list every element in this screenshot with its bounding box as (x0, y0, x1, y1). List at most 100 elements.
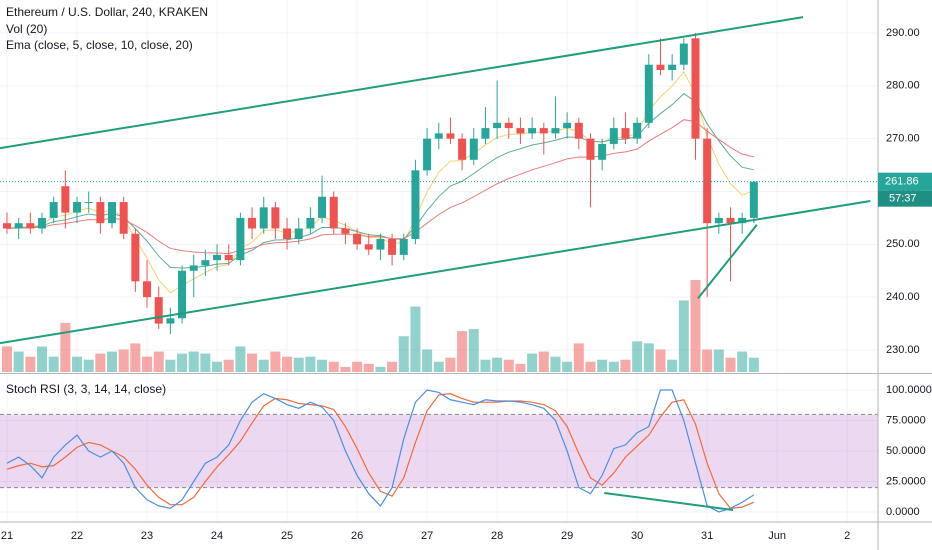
volume-bar (340, 366, 351, 372)
volume-bar (363, 363, 374, 372)
volume-bar (550, 356, 561, 372)
candle-body (96, 202, 105, 224)
volume-bar (247, 353, 258, 372)
chart-title: Ethereum / U.S. Dollar, 240, KRAKEN (6, 5, 208, 19)
candle-body (376, 239, 385, 250)
candle-body (201, 260, 210, 266)
x-tick-label: 29 (561, 530, 573, 542)
volume-bar (655, 349, 666, 372)
x-tick-label: 24 (211, 530, 223, 542)
volume-bar (48, 356, 59, 372)
volume-bar (515, 363, 526, 372)
volume-bar (142, 356, 153, 372)
candle-body (609, 128, 618, 144)
candle-body (119, 202, 128, 234)
stoch-k-line (6, 389, 755, 513)
volume-bar (223, 359, 234, 372)
volume-bar (107, 351, 118, 372)
volume-bar (352, 361, 363, 372)
volume-bar (177, 353, 188, 372)
candle-body (504, 122, 513, 129)
stoch-title: Stoch RSI (3, 3, 14, 14, close) (6, 382, 166, 396)
volume-bar (212, 361, 223, 372)
candle-body (318, 196, 327, 218)
volume-bar (188, 351, 199, 372)
volume-bar (83, 359, 94, 372)
volume-bar (538, 351, 549, 372)
volume-bar (468, 329, 479, 372)
stoch-tick-label: 0.0000 (886, 506, 920, 518)
candle-body (353, 233, 362, 245)
candle-body (493, 122, 502, 129)
volume-bar (398, 336, 409, 372)
candle-body (329, 196, 338, 229)
candle-body (668, 64, 677, 70)
candle-body (294, 228, 303, 240)
candle-body (516, 128, 525, 134)
volume-bar (690, 280, 701, 372)
y-tick-label: 240.00 (886, 291, 920, 303)
candle-body (131, 233, 140, 282)
x-tick-label: 26 (351, 530, 363, 542)
volume-bar (725, 357, 736, 372)
x-tick-label: 27 (421, 530, 433, 542)
candle-body (621, 128, 630, 139)
volume-bar (573, 343, 584, 372)
stoch-band (0, 414, 878, 488)
trendline (0, 200, 871, 345)
candle-body (189, 265, 198, 271)
volume-bar (270, 351, 281, 372)
volume-bar (713, 349, 724, 372)
candle-body (563, 122, 572, 129)
volume-bar (702, 349, 713, 372)
x-tick-label: 22 (71, 530, 83, 542)
candle-body (271, 207, 280, 229)
candle-body (341, 228, 350, 234)
y-tick-label: 290.00 (886, 27, 920, 39)
volume-bar (282, 356, 293, 372)
countdown-box (878, 190, 932, 207)
volume-bar (737, 351, 748, 372)
volume-bar (667, 359, 678, 372)
stoch-d-line (6, 393, 755, 509)
volume-bar (60, 322, 71, 372)
candle-body (644, 64, 653, 123)
candle-body (726, 217, 735, 224)
last-price-box (878, 172, 932, 191)
volume-bar (422, 349, 433, 372)
volume-bar (2, 346, 13, 372)
volume-bar (433, 361, 444, 372)
y-tick-label: 270.00 (886, 133, 920, 145)
candle-body (656, 64, 665, 70)
candle-body (749, 181, 758, 218)
trendline (697, 224, 758, 299)
volume-bar (597, 359, 608, 372)
last-price-label: 261.86 (885, 176, 919, 188)
volume-bar (480, 359, 491, 372)
candle-body (423, 138, 432, 171)
candle-body (679, 43, 688, 65)
candle-body (236, 217, 245, 261)
y-tick-label: 230.00 (886, 344, 920, 356)
volume-bar (503, 359, 514, 372)
volume-bar (153, 351, 164, 372)
x-tick-label: 30 (631, 530, 643, 542)
volume-bar (387, 361, 398, 372)
y-tick-label: 280.00 (886, 80, 920, 92)
candle-body (14, 223, 23, 229)
volume-bar (165, 359, 176, 372)
volume-bar (235, 346, 246, 372)
candle-body (551, 128, 560, 134)
candle-body (26, 223, 35, 229)
stoch-tick-label: 100.0000 (886, 384, 932, 396)
candle-body (143, 281, 152, 298)
volume-bar (328, 361, 339, 372)
volume-bar (457, 331, 468, 372)
x-tick-label: 2 (844, 530, 850, 542)
x-tick-label: 23 (141, 530, 153, 542)
volume-bar (13, 351, 24, 372)
candle-body (446, 133, 455, 139)
candle-body (528, 128, 537, 134)
